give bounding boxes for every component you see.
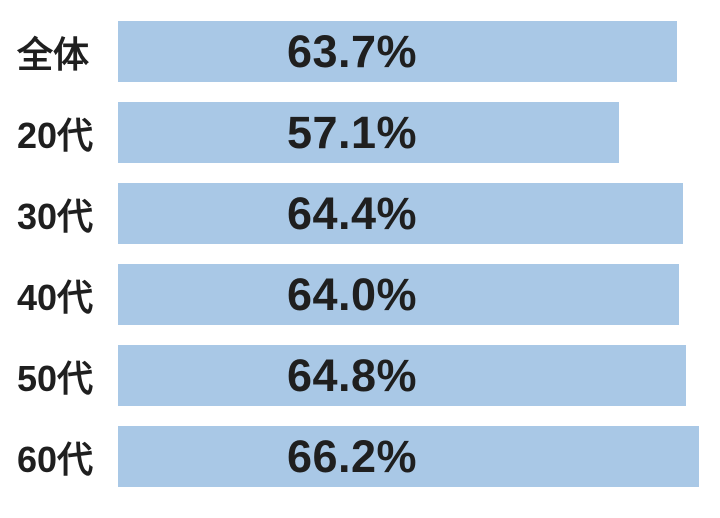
value-label: 64.0%: [286, 269, 418, 320]
chart-row: 50代 64.8%: [0, 345, 720, 406]
chart-row: 20代 57.1%: [0, 102, 720, 163]
bar: [118, 21, 677, 82]
category-label: 60代: [17, 438, 94, 480]
category-label: 全体: [17, 33, 90, 75]
chart-row: 60代 66.2%: [0, 426, 720, 487]
value-label: 64.4%: [286, 188, 418, 239]
bar: [118, 345, 686, 406]
category-label: 20代: [17, 114, 94, 156]
bar: [118, 264, 679, 325]
category-label: 30代: [17, 195, 94, 237]
value-label: 64.8%: [286, 350, 418, 401]
value-label: 57.1%: [286, 107, 418, 158]
chart-row: 30代 64.4%: [0, 183, 720, 244]
chart-row: 全体 63.7%: [0, 21, 720, 82]
value-label: 66.2%: [286, 431, 418, 482]
category-label: 40代: [17, 276, 94, 318]
chart-row: 40代 64.0%: [0, 264, 720, 325]
value-label: 63.7%: [286, 26, 418, 77]
bar: [118, 183, 683, 244]
bar: [118, 426, 699, 487]
bar: [118, 102, 619, 163]
category-label: 50代: [17, 357, 94, 399]
